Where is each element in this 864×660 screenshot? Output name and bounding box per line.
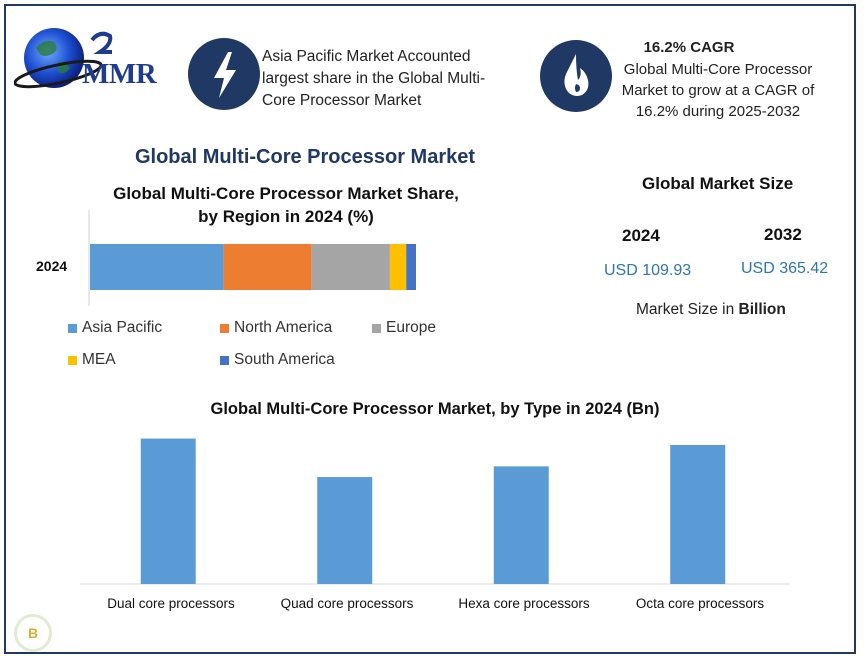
region-chart-category-label: 2024 xyxy=(36,258,68,274)
region-chart-title-line1: Global Multi-Core Processor Market Share… xyxy=(113,184,459,203)
market-size-note-prefix: Market Size in xyxy=(636,301,739,318)
legend-europe: Europe xyxy=(372,319,436,337)
type-category-label-octa: Octa core processors xyxy=(635,596,765,611)
legend-label: Asia Pacific xyxy=(82,319,163,336)
globe-logo-icon xyxy=(13,28,113,89)
lightning-icon xyxy=(214,52,236,98)
region-bar-segment-europe xyxy=(311,244,390,290)
market-size-note-unit: Billion xyxy=(738,301,786,318)
type-chart-title: Global Multi-Core Processor Market, by T… xyxy=(210,400,660,418)
type-category-label-dual: Dual core processors xyxy=(107,596,235,611)
type-bar-chart xyxy=(80,438,790,585)
legend-north-america: North America xyxy=(220,319,332,337)
type-category-label-hexa: Hexa core processors xyxy=(458,596,590,611)
type-category-label-quad: Quad core processors xyxy=(280,596,414,611)
type-bar-hexa xyxy=(493,466,549,584)
legend-label: Europe xyxy=(386,319,436,336)
legend-swatch xyxy=(220,323,229,333)
legend-asia-pacific: Asia Pacific xyxy=(68,319,162,337)
cagr-heading: 16.2% CAGR xyxy=(643,39,735,56)
region-bar-segment-south-america xyxy=(406,244,416,290)
market-size-value-2024: USD 109.93 xyxy=(604,262,692,279)
logo-text: MMR xyxy=(82,58,157,90)
market-size-year-2032: 2032 xyxy=(764,225,802,244)
legend-south-america: South America xyxy=(220,351,335,369)
watermark-badge: B xyxy=(14,614,52,652)
info-text-asia: Asia Pacific Market Accounted largest sh… xyxy=(262,48,486,109)
region-bar-segment-mea xyxy=(389,244,407,290)
legend-swatch xyxy=(68,323,77,333)
legend-label: North America xyxy=(234,319,333,336)
cagr-text: Global Multi-Core Processor Market to gr… xyxy=(621,61,815,120)
legend-swatch xyxy=(68,355,77,365)
legend-label: MEA xyxy=(82,351,116,368)
market-size-year-2024: 2024 xyxy=(622,226,660,245)
legend-mea: MEA xyxy=(68,351,116,369)
flame-icon xyxy=(564,54,589,96)
legend-swatch xyxy=(220,355,229,365)
flame-circle xyxy=(540,40,612,112)
market-size-note: Market Size in Billion xyxy=(636,301,786,319)
type-bar-dual xyxy=(140,438,196,584)
type-bar-quad xyxy=(317,477,373,584)
region-chart-title-line2: by Region in 2024 (%) xyxy=(198,207,374,226)
mmr-logo xyxy=(13,24,174,94)
market-size-title: Global Market Size xyxy=(642,174,794,193)
legend-label: South America xyxy=(234,351,335,368)
lightning-circle xyxy=(188,38,260,110)
type-bar-octa xyxy=(670,444,726,584)
region-stacked-bar-chart xyxy=(88,210,416,306)
market-size-value-2032: USD 365.42 xyxy=(741,260,829,277)
region-chart-title: Global Multi-Core Processor Market Share… xyxy=(96,182,476,228)
legend-swatch xyxy=(372,323,381,333)
region-bar-segment-north-america xyxy=(223,244,312,290)
region-bar-segment-asia-pacific xyxy=(90,244,224,290)
main-title: Global Multi-Core Processor Market xyxy=(134,146,476,168)
